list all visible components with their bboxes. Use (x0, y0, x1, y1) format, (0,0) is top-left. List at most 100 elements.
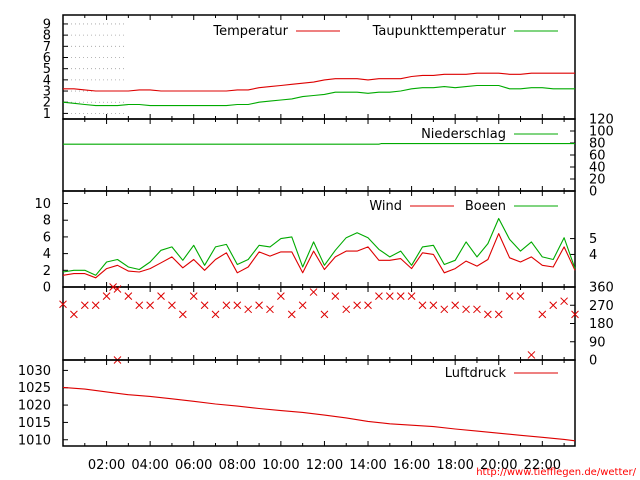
direction-point-stroke (538, 310, 547, 319)
direction-point (494, 310, 503, 319)
ytick-label-temp-7: 7 (43, 40, 51, 55)
direction-point (549, 301, 558, 310)
ytick-label-temp-1: 1 (43, 107, 51, 122)
frame-direction (62, 286, 576, 361)
direction-point-stroke (571, 310, 579, 319)
direction-point (113, 285, 122, 293)
legend-label-wind: Wind (369, 199, 402, 214)
direction-point (375, 292, 383, 300)
direction-point (135, 301, 144, 310)
direction-point (157, 292, 165, 300)
ytick-label-wind-4: 4 (43, 247, 51, 262)
legend-label-boeen: Boeen (465, 199, 506, 214)
direction-point (109, 283, 117, 291)
ytick-label-precip-40: 40 (589, 161, 606, 176)
ytick-label-precip-0: 0 (589, 185, 597, 200)
source-url: http://www.tiefflegen.de/wetter/ (476, 467, 636, 478)
series-line-precip-0 (63, 143, 575, 145)
ytick-right-label-wind-4: 4 (589, 248, 597, 263)
direction-point (342, 305, 351, 314)
xtick-label-2200: 22:00 (524, 458, 561, 473)
direction-point-stroke (200, 301, 209, 310)
direction-point-stroke (516, 292, 525, 300)
direction-point (505, 292, 514, 300)
direction-point (59, 300, 67, 309)
direction-point (178, 310, 187, 319)
ytick-label-precip-60: 60 (589, 149, 606, 164)
ytick-label-precip-120: 120 (589, 113, 614, 128)
direction-point (200, 301, 209, 310)
direction-point (211, 310, 220, 319)
direction-point-stroke (298, 301, 307, 310)
ytick-label-wind-0: 0 (43, 281, 51, 296)
direction-point (277, 292, 285, 300)
direction-point (538, 310, 547, 319)
ytick-label-temp-2: 2 (43, 96, 51, 111)
direction-point-stroke (560, 297, 568, 306)
ytick-label-precip-20: 20 (589, 173, 606, 188)
xtick-label-0400: 04:00 (131, 458, 168, 473)
direction-point-stroke (178, 310, 187, 319)
direction-point-stroke (473, 305, 481, 314)
direction-point-stroke (70, 310, 78, 319)
direction-point (473, 305, 481, 314)
direction-point (222, 301, 231, 310)
panel-precip: Niederschlag (421, 127, 558, 142)
xtick-label-1200: 12:00 (306, 458, 343, 473)
xtick-label-1000: 10:00 (262, 458, 299, 473)
direction-point-stroke (375, 292, 383, 300)
direction-point (364, 301, 372, 310)
panel-wind: Wind Boeen (369, 199, 558, 214)
legend-label-luftdruck: Luftdruck (445, 366, 507, 381)
direction-point-stroke (135, 301, 144, 310)
legend-label-niederschlag: Niederschlag (421, 127, 506, 142)
ytick-label-direction-360: 360 (589, 281, 614, 296)
direction-point-stroke (505, 292, 514, 300)
panel-pressure: Luftdruck (445, 366, 558, 381)
direction-point-stroke (80, 301, 89, 310)
direction-point-stroke (211, 310, 220, 319)
direction-point (298, 301, 307, 310)
direction-point (440, 305, 449, 314)
direction-point-stroke (168, 301, 176, 310)
direction-point-stroke (266, 305, 274, 314)
direction-point (244, 305, 253, 314)
direction-point-stroke (91, 301, 100, 310)
ytick-label-precip-100: 100 (589, 125, 614, 140)
direction-point (320, 310, 329, 319)
xtick-label-0600: 06:00 (175, 458, 212, 473)
series-line-wind-0 (62, 233, 576, 279)
direction-point-stroke (320, 310, 329, 319)
direction-point (146, 301, 155, 310)
direction-point-stroke (102, 292, 111, 300)
direction-point-stroke (407, 292, 416, 300)
ytick-label-direction-90: 90 (589, 335, 606, 350)
frame-pressure (62, 359, 576, 447)
ytick-right-label-wind-5: 5 (589, 232, 597, 247)
xtick-label-1400: 14:00 (349, 458, 386, 473)
direction-point-stroke (146, 301, 155, 310)
direction-point-stroke (342, 305, 351, 314)
ytick-label-pressure-1015: 1015 (18, 416, 51, 431)
ytick-label-wind-8: 8 (43, 214, 51, 229)
direction-point-stroke (494, 310, 503, 319)
direction-point-stroke (483, 310, 492, 319)
direction-point (385, 292, 394, 300)
direction-point-stroke (233, 301, 242, 310)
ytick-label-temp-6: 6 (43, 51, 51, 66)
ytick-label-wind-10: 10 (34, 197, 51, 212)
direction-point (91, 301, 100, 310)
direction-point-stroke (429, 301, 438, 310)
ytick-label-temp-9: 9 (43, 17, 51, 32)
direction-point-stroke (109, 283, 117, 291)
direction-point-stroke (222, 301, 231, 310)
direction-point-stroke (59, 300, 67, 309)
direction-point (331, 292, 340, 300)
direction-point-stroke (277, 292, 285, 300)
direction-point (233, 301, 242, 310)
direction-point (124, 292, 133, 300)
direction-point (70, 310, 78, 319)
